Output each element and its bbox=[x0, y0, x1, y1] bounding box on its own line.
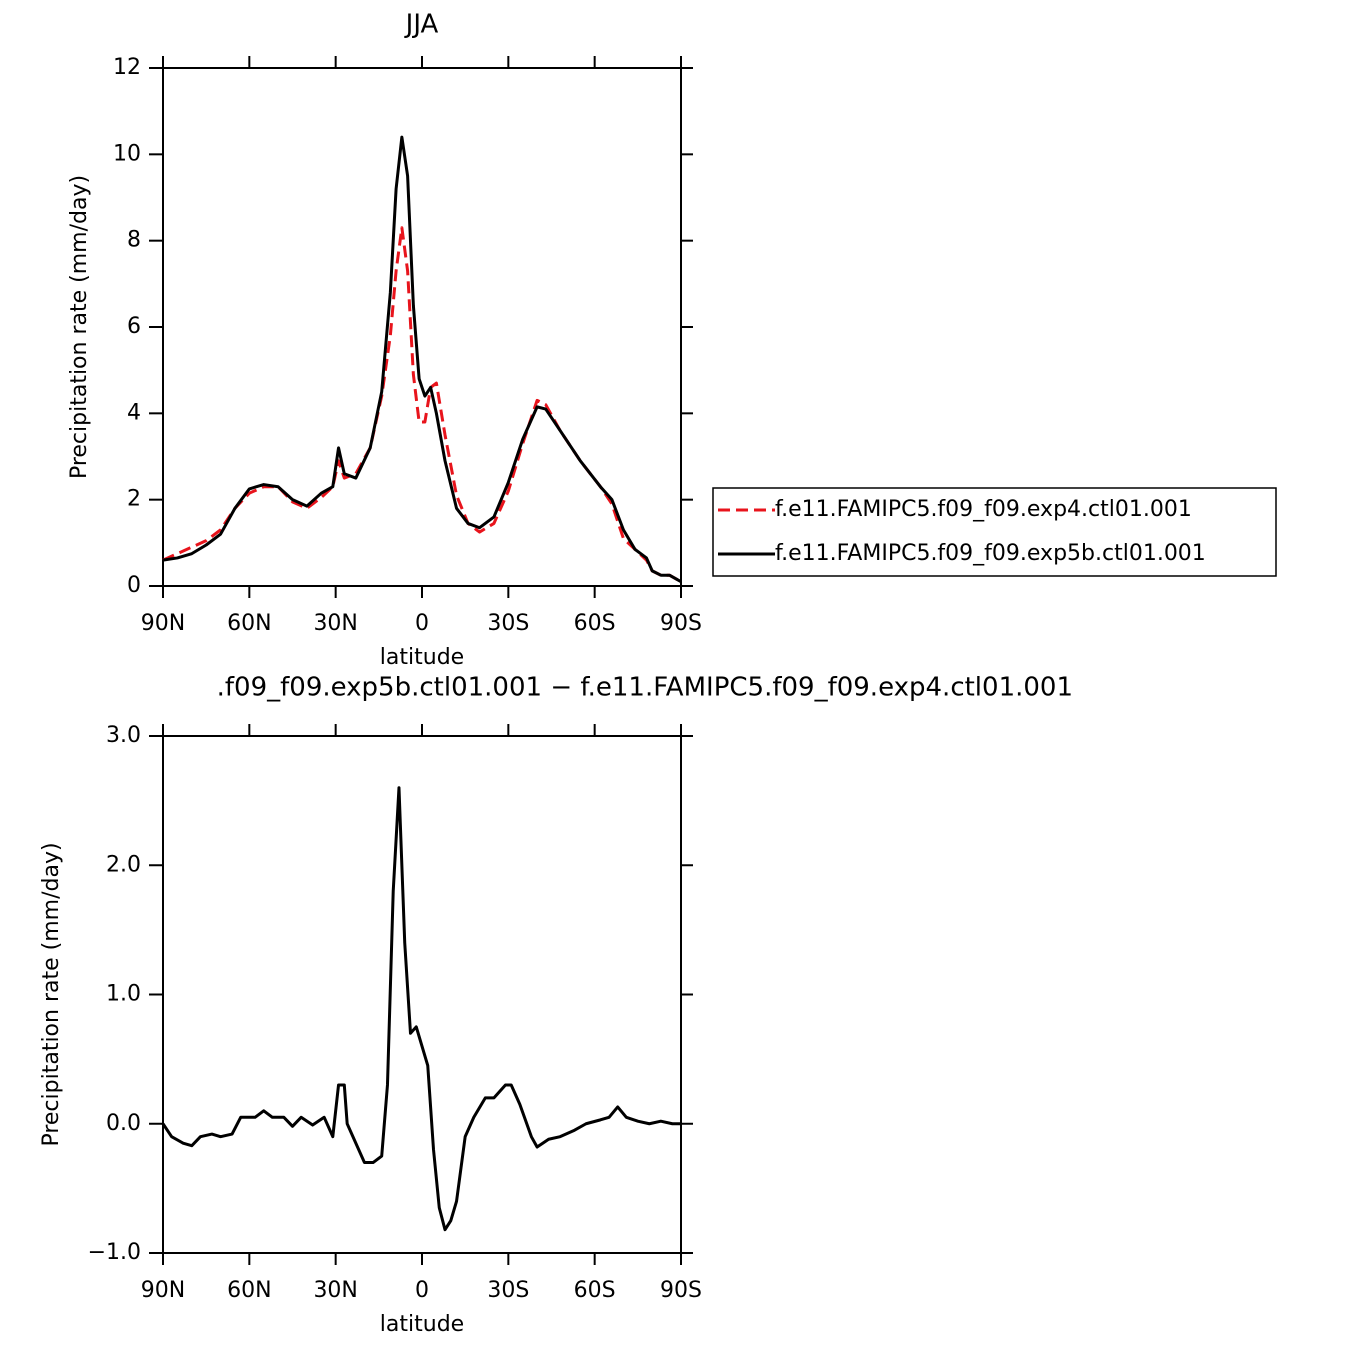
y-axis-label: Precipitation rate (mm/day) bbox=[67, 175, 92, 479]
data-line bbox=[161, 786, 681, 1232]
data-line bbox=[162, 135, 682, 583]
data-line bbox=[162, 226, 682, 583]
y-tick-label: 3.0 bbox=[106, 723, 141, 748]
y-tick-label: 0.0 bbox=[106, 1111, 141, 1136]
y-tick-label: 12 bbox=[113, 55, 141, 80]
x-tick-label: 90S bbox=[660, 1278, 702, 1303]
plot-frame bbox=[162, 67, 682, 587]
chart-title: .f09_f09.exp5b.ctl01.001 − f.e11.FAMIPC5… bbox=[217, 673, 1073, 703]
x-tick-label: 0 bbox=[415, 611, 429, 636]
legend-label: f.e11.FAMIPC5.f09_f09.exp5b.ctl01.001 bbox=[775, 541, 1206, 566]
x-tick-label: 90N bbox=[141, 611, 185, 636]
x-tick-label: 90N bbox=[141, 1278, 185, 1303]
x-tick-label: 0 bbox=[415, 1278, 429, 1303]
y-tick-label: 10 bbox=[113, 141, 141, 166]
x-tick-label: 90S bbox=[660, 611, 702, 636]
legend-label: f.e11.FAMIPC5.f09_f09.exp4.ctl01.001 bbox=[775, 497, 1192, 522]
x-tick-label: 30S bbox=[487, 611, 529, 636]
y-tick-label: −1.0 bbox=[88, 1240, 141, 1265]
plot-frame bbox=[162, 735, 682, 1254]
x-tick-label: 60N bbox=[227, 1278, 271, 1303]
x-tick-label: 60S bbox=[574, 611, 616, 636]
y-axis-label: Precipitation rate (mm/day) bbox=[39, 842, 64, 1146]
y-tick-label: 2 bbox=[127, 487, 141, 512]
x-tick-label: 30N bbox=[313, 611, 357, 636]
y-tick-label: 6 bbox=[127, 314, 141, 339]
x-tick-label: 30S bbox=[487, 1278, 529, 1303]
y-tick-label: 1.0 bbox=[106, 982, 141, 1007]
y-tick-label: 0 bbox=[127, 573, 141, 598]
x-tick-label: 60N bbox=[227, 611, 271, 636]
y-tick-label: 4 bbox=[127, 400, 141, 425]
x-tick-label: 60S bbox=[574, 1278, 616, 1303]
y-tick-label: 8 bbox=[127, 228, 141, 253]
chart-title: JJA bbox=[404, 10, 439, 40]
x-axis-label: latitude bbox=[380, 1312, 464, 1337]
x-tick-label: 30N bbox=[313, 1278, 357, 1303]
legend-frame bbox=[712, 487, 1277, 577]
x-axis-label: latitude bbox=[380, 645, 464, 670]
y-tick-label: 2.0 bbox=[106, 852, 141, 877]
